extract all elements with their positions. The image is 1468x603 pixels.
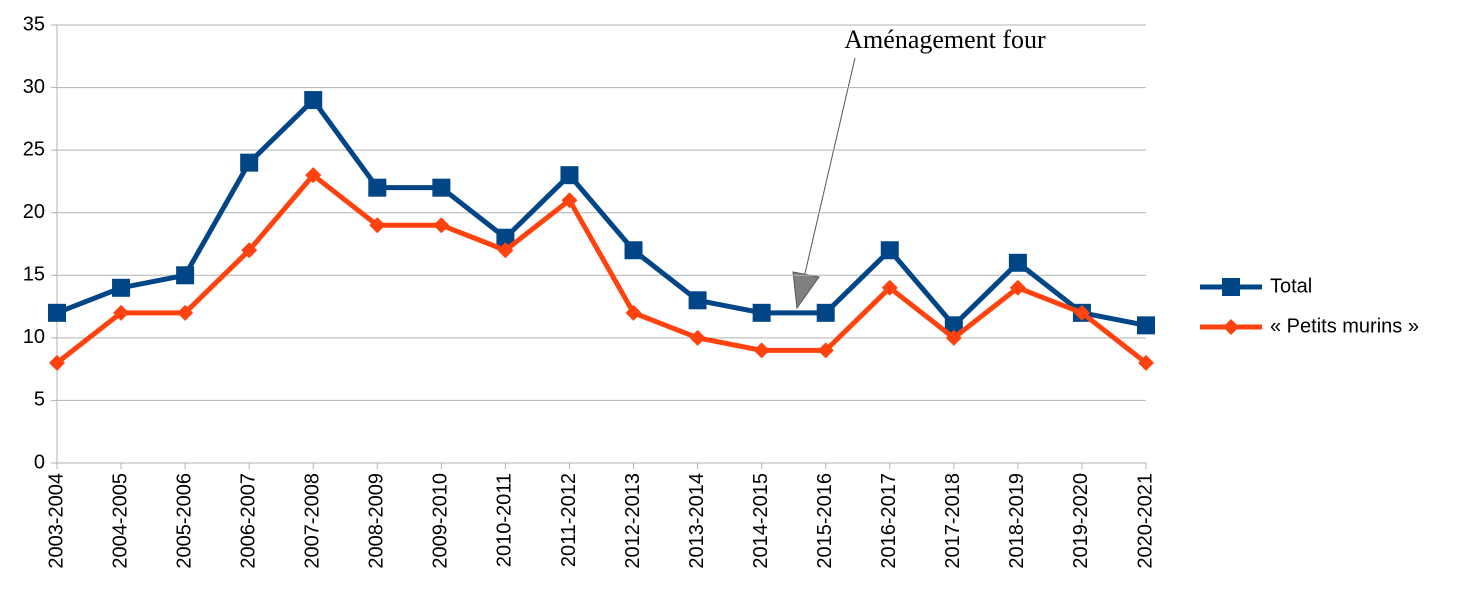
y-tick-label: 10 xyxy=(23,326,45,348)
series-line xyxy=(55,172,1148,365)
marker xyxy=(560,166,579,185)
y-tick-label: 15 xyxy=(23,264,45,286)
y-tick-label: 0 xyxy=(34,451,45,473)
marker xyxy=(304,91,323,110)
x-tick-label: 2004-2005 xyxy=(109,473,131,569)
x-tick-label: 2007-2008 xyxy=(302,473,324,569)
y-tick-label: 25 xyxy=(23,138,45,160)
marker xyxy=(177,304,194,321)
marker xyxy=(1137,316,1155,335)
x-tick-label: 2005-2006 xyxy=(173,473,195,569)
marker xyxy=(1138,354,1154,371)
x-tick-label: 2006-2007 xyxy=(237,473,259,569)
x-tick-label: 2016-2017 xyxy=(878,473,900,569)
marker xyxy=(561,192,578,209)
marker xyxy=(752,303,771,322)
marker xyxy=(368,178,387,197)
marker xyxy=(1073,304,1090,321)
marker xyxy=(689,329,706,346)
legend-marker xyxy=(1222,278,1240,296)
series-line xyxy=(56,97,1147,328)
marker xyxy=(688,291,707,310)
marker xyxy=(624,241,643,260)
marker xyxy=(817,342,834,359)
marker xyxy=(241,242,258,259)
x-tick-label: 2019-2020 xyxy=(1070,473,1092,569)
marker xyxy=(176,266,195,285)
marker xyxy=(880,241,899,260)
marker xyxy=(113,304,130,321)
legend-label: Total xyxy=(1270,275,1312,297)
x-tick-label: 2012-2013 xyxy=(622,473,644,569)
marker xyxy=(305,167,322,184)
marker xyxy=(753,342,770,359)
marker xyxy=(944,316,963,335)
annotation-arrowhead xyxy=(792,271,820,310)
legend-label: « Petits murins » xyxy=(1270,315,1419,337)
marker xyxy=(945,329,962,346)
marker xyxy=(625,304,642,321)
marker xyxy=(240,153,259,172)
marker xyxy=(369,217,386,234)
x-tick-label: 2011-2012 xyxy=(558,473,580,567)
x-tick-label: 2009-2010 xyxy=(430,473,452,569)
y-tick-label: 20 xyxy=(23,201,45,223)
legend-marker xyxy=(1223,319,1239,335)
marker xyxy=(1009,279,1026,296)
x-tick-label: 2013-2014 xyxy=(686,473,708,569)
x-tick-label: 2020-2021 xyxy=(1134,473,1156,569)
x-tick-label: 2017-2018 xyxy=(942,473,964,569)
y-tick-label: 35 xyxy=(23,13,45,35)
x-tick-label: 2003-2004 xyxy=(45,473,67,569)
marker xyxy=(48,303,66,322)
x-tick-label: 2014-2015 xyxy=(750,473,772,569)
annotation: Aménagement four xyxy=(844,25,1046,54)
y-tick-label: 30 xyxy=(23,76,45,98)
marker xyxy=(816,303,835,322)
marker xyxy=(432,178,451,197)
marker xyxy=(881,279,898,296)
marker xyxy=(496,228,515,247)
marker xyxy=(49,354,65,371)
x-tick-label: 2015-2016 xyxy=(814,473,836,569)
marker xyxy=(497,242,514,259)
marker xyxy=(112,278,131,297)
annotation-arrow xyxy=(802,57,856,283)
marker xyxy=(433,217,450,234)
marker xyxy=(1008,253,1027,272)
x-tick-label: 2008-2009 xyxy=(366,473,388,569)
x-tick-label: 2010-2011 xyxy=(494,473,516,567)
y-tick-label: 5 xyxy=(34,389,45,411)
x-tick-label: 2018-2019 xyxy=(1006,473,1028,569)
